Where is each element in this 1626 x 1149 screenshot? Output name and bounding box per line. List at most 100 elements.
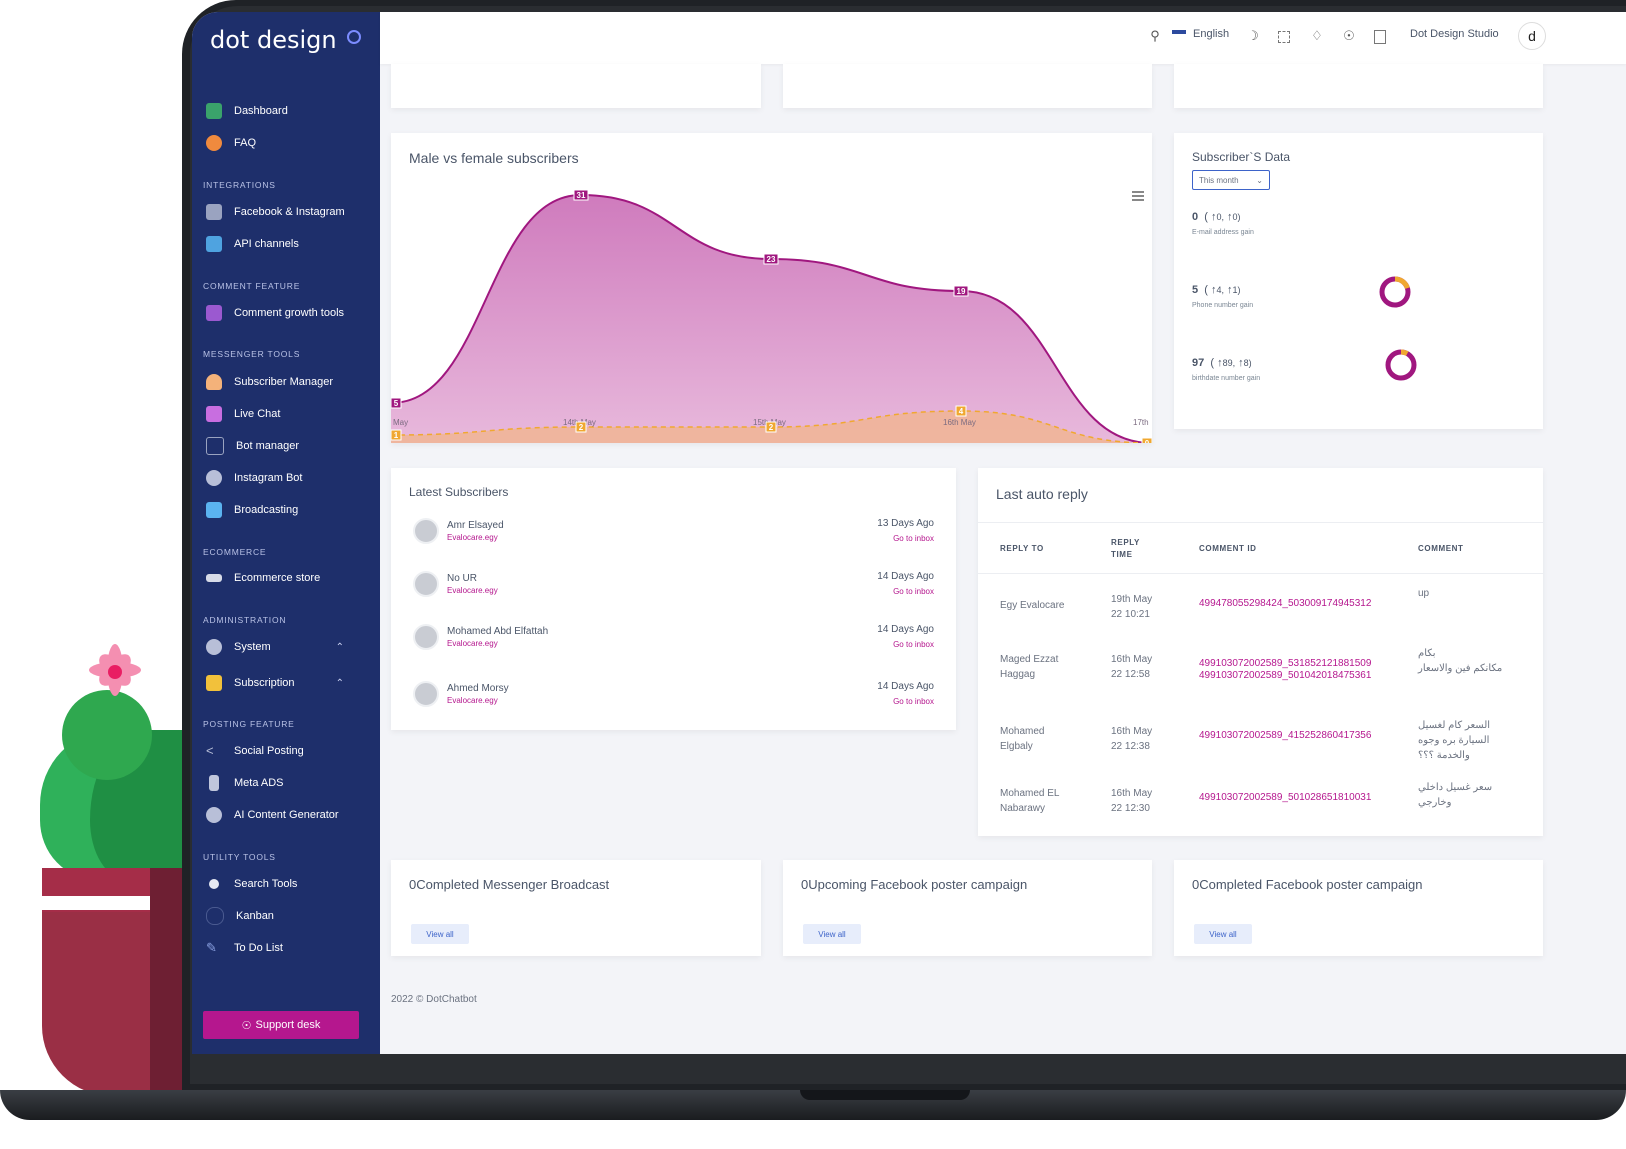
sidebar-item-social-posting[interactable]: < Social Posting xyxy=(206,743,304,758)
headset-icon[interactable]: ☉ xyxy=(1343,28,1355,43)
sidebar-item-system[interactable]: System ⌃ xyxy=(206,635,366,659)
user-icon xyxy=(206,374,222,390)
satellite-icon xyxy=(206,236,222,252)
go-to-inbox-link[interactable]: Go to inbox xyxy=(893,534,934,543)
gears-icon xyxy=(206,639,222,655)
svg-text:4: 4 xyxy=(959,407,964,416)
svg-text:19: 19 xyxy=(957,287,966,296)
area-chart: May 14th May 15th May 16th May 17th531231912… xyxy=(391,189,1152,443)
sidebar-item-subscriber-manager[interactable]: Subscriber Manager xyxy=(206,370,333,394)
female-data-label: 23 xyxy=(763,253,779,265)
subscriber-name: Amr Elsayed xyxy=(447,520,504,531)
question-icon xyxy=(206,135,222,151)
go-to-inbox-link[interactable]: Go to inbox xyxy=(893,587,934,596)
section-ecommerce: ECOMMERCE xyxy=(203,547,267,557)
subscriber-page[interactable]: Evalocare.egy xyxy=(447,533,498,542)
view-all-button[interactable]: View all xyxy=(803,924,861,944)
coins-icon xyxy=(206,675,222,691)
chart-menu-icon[interactable] xyxy=(1132,191,1144,201)
col-reply-time-2: TIME xyxy=(1111,550,1133,559)
support-desk-button[interactable]: ☉ Support desk xyxy=(203,1011,359,1039)
x-tick-label: 17th xyxy=(1133,418,1149,427)
user-name[interactable]: Dot Design Studio xyxy=(1410,28,1499,40)
sidebar-item-bot-manager[interactable]: Bot manager xyxy=(206,434,299,458)
latest-subscribers-card: Latest Subscribers Amr Elsayed Evalocare.… xyxy=(391,468,956,730)
gain-label: E-mail address gain xyxy=(1192,229,1254,236)
go-to-inbox-link[interactable]: Go to inbox xyxy=(893,697,934,706)
col-comment-id: COMMENT ID xyxy=(1199,544,1257,553)
sidebar-item-ecommerce-store[interactable]: Ecommerce store xyxy=(206,566,320,590)
svg-text:1: 1 xyxy=(394,431,399,440)
user-avatar[interactable]: d xyxy=(1518,22,1546,50)
col-reply-time-1: REPLY xyxy=(1111,538,1140,547)
view-all-button[interactable]: View all xyxy=(411,924,469,944)
chevron-up-icon: ⌃ xyxy=(335,641,344,653)
fullscreen-icon[interactable] xyxy=(1278,31,1290,43)
sidebar-item-live-chat[interactable]: Live Chat xyxy=(206,402,280,426)
avatar xyxy=(413,518,439,544)
subscriber-page[interactable]: Evalocare.egy xyxy=(447,639,498,648)
sidebar-item-broadcasting[interactable]: Broadcasting xyxy=(206,498,298,522)
sidebar-item-meta-ads[interactable]: Meta ADS xyxy=(206,771,284,795)
female-icon: ↑ xyxy=(1227,284,1233,296)
stat-card-1 xyxy=(391,64,761,108)
subscriber-data-title: Subscriber`S Data xyxy=(1192,150,1291,164)
go-to-inbox-link[interactable]: Go to inbox xyxy=(893,640,934,649)
language-selector[interactable]: English xyxy=(1193,28,1230,40)
footer: 2022 © DotChatbot xyxy=(391,994,477,1005)
sidebar-item-to-do-list[interactable]: ✎ To Do List xyxy=(206,940,283,955)
section-messenger-tools: MESSENGER TOOLS xyxy=(203,349,301,359)
female-icon: ↑ xyxy=(1227,211,1233,223)
bell-icon[interactable]: ♢ xyxy=(1311,28,1323,43)
clipboard-icon[interactable] xyxy=(1374,30,1386,44)
monitor-icon xyxy=(206,103,222,119)
comment-id-link[interactable]: 499103072002589_415252860417356 xyxy=(1199,730,1372,741)
avatar xyxy=(413,571,439,597)
avatar xyxy=(413,624,439,650)
sidebar-item-subscription[interactable]: Subscription ⌃ xyxy=(206,671,366,695)
gain-count: 5 xyxy=(1192,284,1199,296)
sidebar-item-comment-growth-tools[interactable]: Comment growth tools xyxy=(206,301,344,325)
subscriber-page[interactable]: Evalocare.egy xyxy=(447,586,498,595)
reply-to: Egy Evalocare xyxy=(1000,600,1065,611)
gain-count: 0 xyxy=(1192,211,1199,223)
search-icon[interactable]: ⚲ xyxy=(1150,28,1160,43)
male-data-label: 0 xyxy=(1141,437,1152,443)
comment-id-link[interactable]: 499103072002589_501028651810031 xyxy=(1199,792,1372,803)
section-comment-feature: COMMENT FEATURE xyxy=(203,281,301,291)
sidebar-item-search-tools[interactable]: Search Tools xyxy=(206,872,297,896)
gain-count: 97 xyxy=(1192,357,1205,369)
sidebar-item-ai-content-generator[interactable]: AI Content Generator xyxy=(206,803,339,827)
comment-icon xyxy=(206,305,222,321)
female-count: 8) xyxy=(1243,358,1252,368)
gears-icon xyxy=(206,807,222,823)
sidebar-item-dashboard[interactable]: Dashboard xyxy=(206,99,288,123)
month-filter-select[interactable]: This month ⌄ xyxy=(1192,170,1270,190)
app-logo[interactable]: dot design xyxy=(210,26,337,54)
us-flag-icon[interactable] xyxy=(1172,30,1186,40)
subscriber-page[interactable]: Evalocare.egy xyxy=(447,696,498,705)
moon-icon[interactable]: ☽ xyxy=(1247,28,1259,43)
last-auto-reply-card: Last auto reply REPLY TO REPLY TIME COMM… xyxy=(978,468,1543,836)
view-all-button[interactable]: View all xyxy=(1194,924,1252,944)
top-header: ⚲ English ☽ ♢ ☉ Dot Design Studio d xyxy=(380,12,1626,64)
sidebar-item-facebook-instagram[interactable]: Facebook & Instagram xyxy=(206,200,345,224)
stat-card-2 xyxy=(783,64,1152,108)
chevron-up-icon: ⌃ xyxy=(335,677,344,689)
comment-text: بكام مكانكم فين والاسعار xyxy=(1418,648,1503,674)
sidebar-item-faq[interactable]: FAQ xyxy=(206,131,256,155)
reply-time: 16th May 22 12:30 xyxy=(1111,788,1153,814)
comment-id-link[interactable]: 499103072002589_531852121881509 499103072… xyxy=(1199,658,1372,681)
female-count: 0) xyxy=(1232,212,1241,222)
sidebar-item-api-channels[interactable]: API channels xyxy=(206,232,299,256)
sidebar-item-instagram-bot[interactable]: Instagram Bot xyxy=(206,466,302,490)
completed-facebook-campaign-card: 0Completed Facebook poster campaign View… xyxy=(1174,860,1543,956)
male-icon: ↑ xyxy=(1210,284,1217,296)
target-icon[interactable] xyxy=(347,30,361,44)
comment-id-link[interactable]: 499478055298424_503009174945312 xyxy=(1199,598,1372,609)
section-administration: ADMINISTRATION xyxy=(203,615,287,625)
stat-card-3 xyxy=(1174,64,1543,108)
chat-icon xyxy=(206,406,222,422)
sidebar-item-kanban[interactable]: Kanban xyxy=(206,904,274,928)
subscriber-time: 14 Days Ago xyxy=(877,571,934,582)
